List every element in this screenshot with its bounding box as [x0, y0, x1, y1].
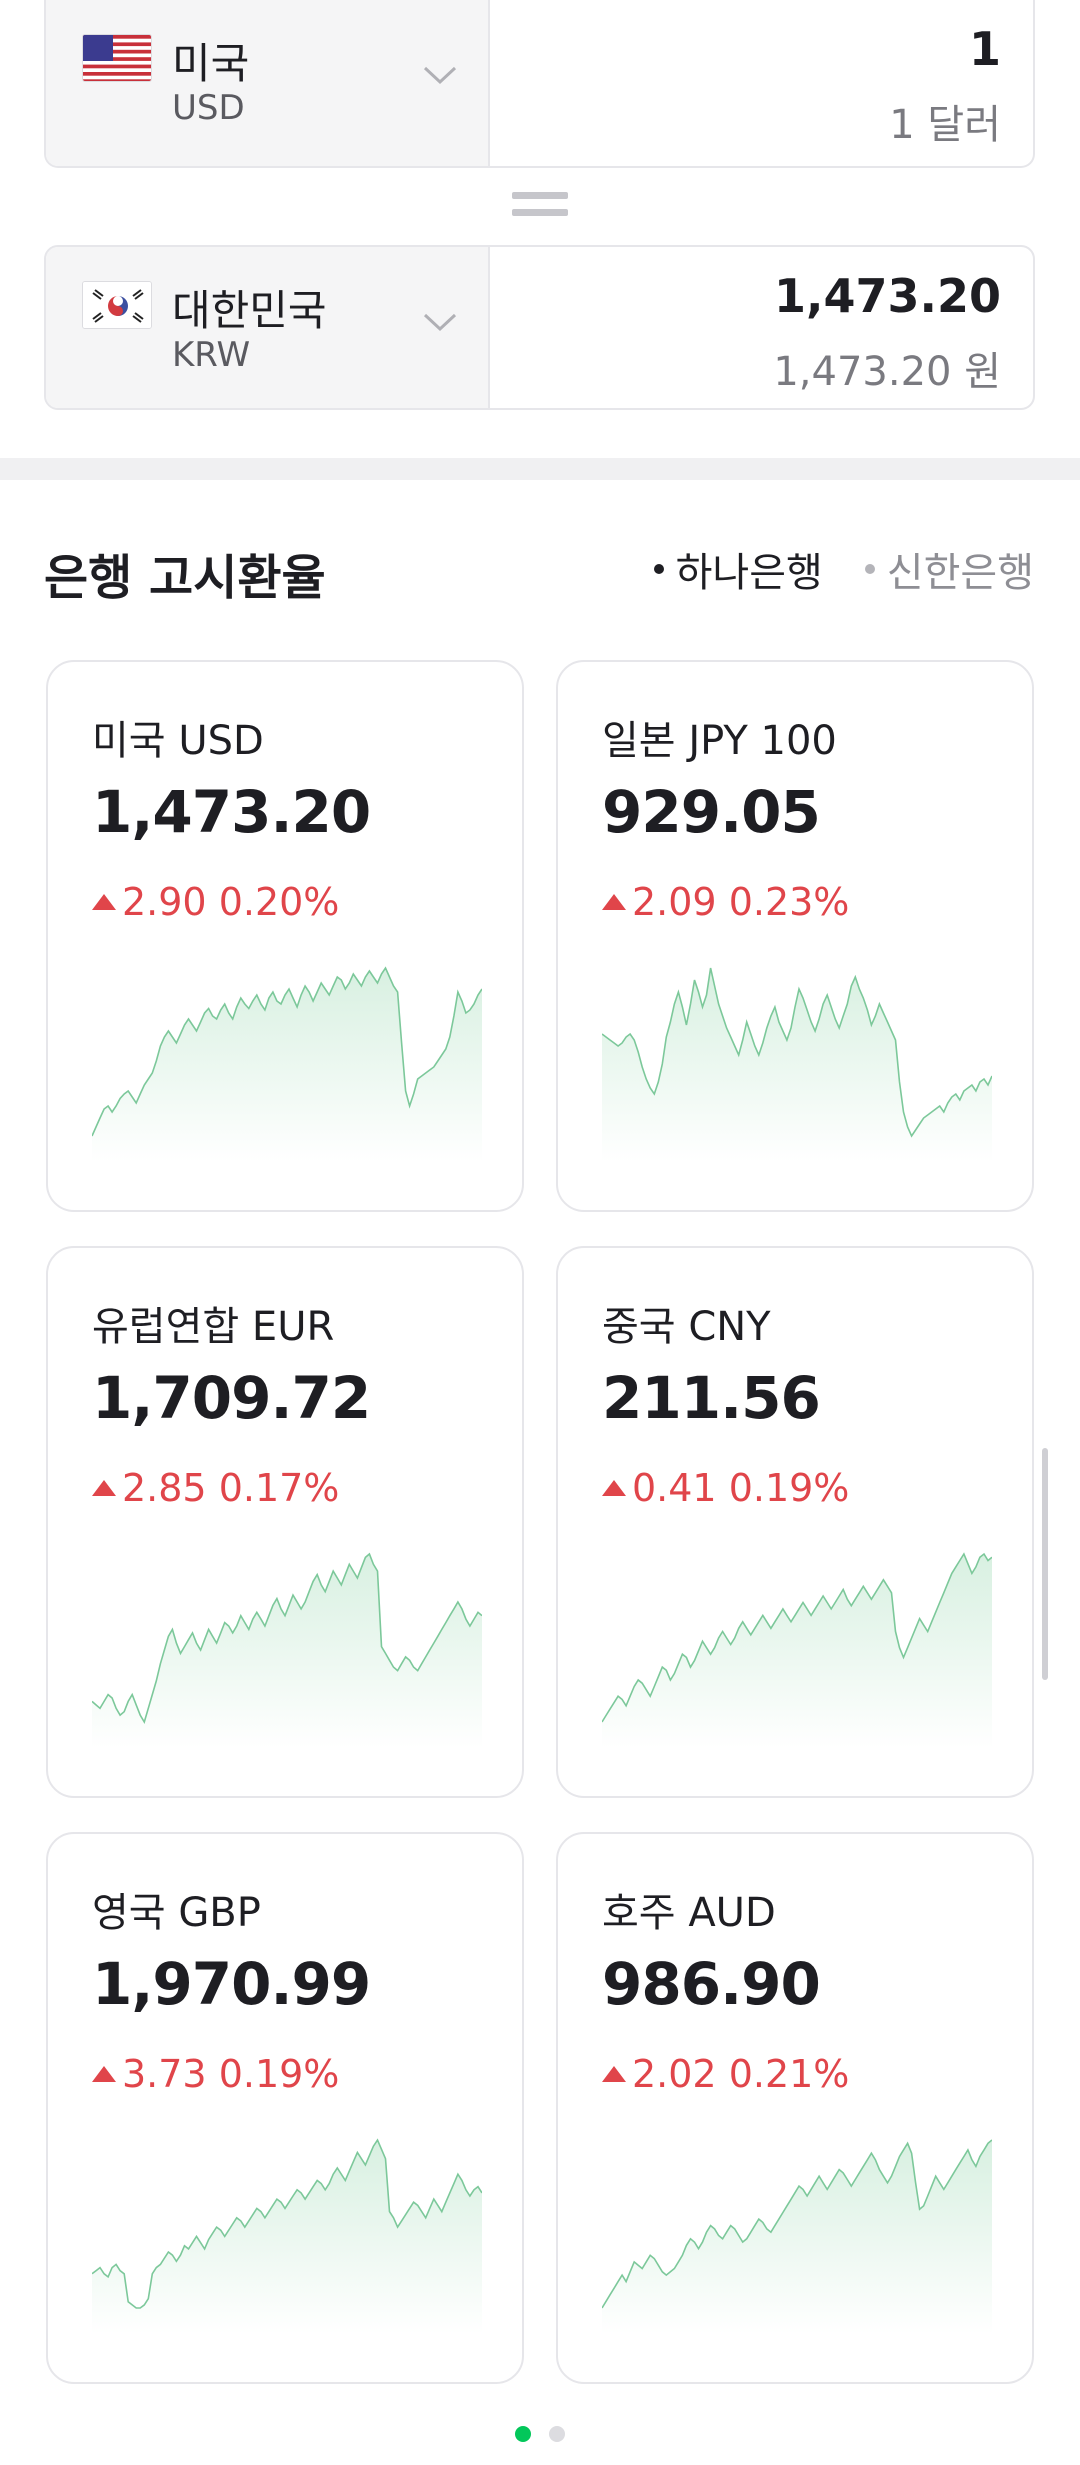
sparkline-line	[92, 2138, 482, 2309]
card-change-text: 3.73 0.19%	[122, 2052, 340, 2096]
bullet-icon	[653, 564, 664, 574]
sparkline-area	[92, 2140, 482, 2334]
rate-card-eur[interactable]: 유럽연합 EUR 1,709.72 2.85 0.17%	[46, 1246, 524, 1798]
equals-icon	[512, 192, 568, 220]
sparkline-chart	[92, 2138, 482, 2334]
to-currency-code: KRW	[172, 335, 251, 375]
sparkline-area	[92, 968, 482, 1162]
to-currency-select[interactable]: 대한민국 KRW	[46, 247, 490, 408]
card-currency-name: 일본 JPY 100	[602, 718, 837, 764]
from-currency-select[interactable]: 미국 USD	[46, 0, 490, 166]
from-amount-input[interactable]: 1 1 달러	[490, 0, 1033, 166]
card-rate: 1,709.72	[92, 1364, 371, 1432]
card-change: 0.41 0.19%	[602, 1466, 849, 1510]
up-arrow-icon	[92, 1480, 116, 1496]
sparkline-chart	[602, 1552, 992, 1748]
sparkline-line	[602, 1552, 992, 1723]
rate-card-jpy[interactable]: 일본 JPY 100 929.05 2.09 0.23%	[556, 660, 1034, 1212]
card-change-text: 2.85 0.17%	[122, 1466, 340, 1510]
card-change-text: 2.90 0.20%	[122, 880, 340, 924]
sparkline-chart	[92, 966, 482, 1162]
sparkline-chart	[602, 967, 992, 1162]
up-arrow-icon	[602, 894, 626, 910]
kr-flag-icon	[82, 281, 152, 329]
sparkline-chart	[92, 1552, 482, 1748]
from-amount: 1	[968, 22, 1001, 76]
sparkline-line	[602, 967, 992, 1138]
card-rate: 1,473.20	[92, 778, 371, 846]
tab-shinhan-bank[interactable]: 신한은행	[864, 540, 1034, 598]
tab-label: 하나은행	[675, 550, 823, 596]
card-currency-name: 영국 GBP	[92, 1890, 261, 1936]
card-rate: 986.90	[602, 1950, 821, 2018]
page-dot-2[interactable]	[549, 2426, 565, 2442]
card-change: 2.90 0.20%	[92, 880, 339, 924]
sparkline-line	[92, 1552, 482, 1724]
card-currency-name: 유럽연합 EUR	[92, 1304, 335, 1350]
scrollbar[interactable]	[1042, 1448, 1048, 1680]
card-change: 2.85 0.17%	[92, 1466, 339, 1510]
pagination-dots	[0, 2426, 1080, 2442]
card-change-text: 0.41 0.19%	[632, 1466, 850, 1510]
to-amount-text: 1,473.20 원	[773, 349, 1001, 395]
sparkline-area	[602, 1554, 992, 1748]
chevron-down-icon	[423, 313, 457, 332]
card-change: 2.02 0.21%	[602, 2052, 849, 2096]
from-amount-text: 1 달러	[889, 102, 1001, 148]
rate-card-cny[interactable]: 중국 CNY 211.56 0.41 0.19%	[556, 1246, 1034, 1798]
to-amount-display[interactable]: 1,473.20 1,473.20 원	[490, 247, 1033, 408]
card-currency-name: 호주 AUD	[602, 1890, 776, 1936]
chevron-down-icon	[423, 66, 457, 85]
card-rate: 211.56	[602, 1364, 821, 1432]
card-change: 3.73 0.19%	[92, 2052, 339, 2096]
up-arrow-icon	[92, 894, 116, 910]
us-flag-icon	[82, 34, 152, 82]
card-rate: 1,970.99	[92, 1950, 371, 2018]
tab-label: 신한은행	[886, 550, 1034, 596]
card-change: 2.09 0.23%	[602, 880, 849, 924]
rate-card-usd[interactable]: 미국 USD 1,473.20 2.90 0.20%	[46, 660, 524, 1212]
card-change-text: 2.02 0.21%	[632, 2052, 850, 2096]
to-amount: 1,473.20	[774, 269, 1001, 323]
up-arrow-icon	[602, 2066, 626, 2082]
sparkline-line	[602, 2139, 992, 2309]
card-change-text: 2.09 0.23%	[632, 880, 850, 924]
page-dot-1[interactable]	[515, 2426, 531, 2442]
bank-tabs: 하나은행 신한은행	[653, 540, 1034, 598]
bullet-icon	[864, 564, 875, 574]
section-title: 은행 고시환율	[44, 550, 326, 606]
rate-card-gbp[interactable]: 영국 GBP 1,970.99 3.73 0.19%	[46, 1832, 524, 2384]
sparkline-line	[92, 966, 482, 1137]
up-arrow-icon	[602, 1480, 626, 1496]
from-currency-name: 미국	[172, 39, 250, 88]
sparkline-area	[602, 968, 992, 1162]
sparkline-area	[602, 2140, 992, 2334]
card-currency-name: 중국 CNY	[602, 1304, 771, 1350]
up-arrow-icon	[92, 2066, 116, 2082]
to-currency-name: 대한민국	[172, 286, 327, 335]
card-rate: 929.05	[602, 778, 821, 846]
converter-to-row: 대한민국 KRW 1,473.20 1,473.20 원	[44, 245, 1035, 410]
card-currency-name: 미국 USD	[92, 718, 264, 764]
sparkline-area	[92, 1554, 482, 1748]
converter-from-row: 미국 USD 1 1 달러	[44, 0, 1035, 168]
rate-card-aud[interactable]: 호주 AUD 986.90 2.02 0.21%	[556, 1832, 1034, 2384]
tab-hana-bank[interactable]: 하나은행	[653, 540, 823, 598]
sparkline-chart	[602, 2139, 992, 2334]
section-divider	[0, 458, 1080, 480]
from-currency-code: USD	[172, 88, 245, 128]
